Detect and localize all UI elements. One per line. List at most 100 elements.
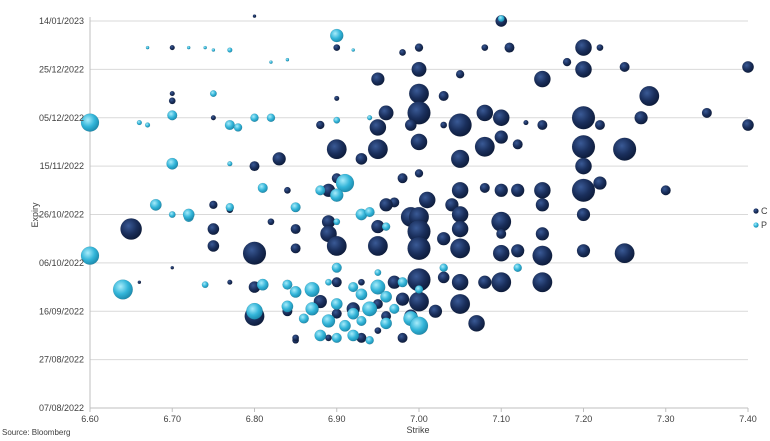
bubble-P — [439, 263, 449, 273]
bubble-C — [367, 235, 388, 257]
bubble-C — [283, 186, 291, 194]
x-tick-label: 6.60 — [81, 414, 99, 424]
bubble-C — [326, 139, 347, 160]
bubble-C — [450, 238, 471, 259]
bubble-C — [533, 70, 551, 88]
bubble-P — [324, 278, 333, 286]
bubble-P — [397, 277, 408, 288]
bubble-P — [269, 60, 273, 65]
bubble-C — [492, 244, 510, 262]
bubble-P — [315, 185, 326, 196]
bubble-C — [404, 119, 417, 131]
x-tick-label: 6.90 — [328, 414, 346, 424]
bubble-P — [380, 317, 393, 330]
bubble-P — [366, 115, 373, 121]
y-tick-label: 26/10/2022 — [39, 210, 84, 220]
bubble-C — [249, 160, 260, 172]
y-tick-label: 07/08/2022 — [39, 403, 84, 413]
bubble-C — [334, 95, 340, 102]
bubble-C — [436, 231, 451, 246]
bubble-P — [338, 319, 351, 332]
bubble-C — [575, 39, 592, 57]
bubble-P — [203, 45, 208, 50]
bubble-C — [571, 178, 596, 203]
source-note: Source: Bloomberg — [2, 428, 71, 437]
legend-label-P: P — [761, 220, 767, 230]
bubble-C — [474, 136, 495, 157]
y-tick-label: 15/11/2022 — [40, 161, 84, 171]
x-tick-label: 7.30 — [657, 414, 675, 424]
legend: CP — [753, 206, 768, 230]
x-tick-label: 6.70 — [163, 414, 181, 424]
axes — [89, 17, 749, 412]
y-axis-title: Expiry — [30, 202, 40, 228]
bubble-P — [347, 329, 360, 342]
legend-label-C: C — [761, 206, 768, 216]
bubble-C — [614, 243, 635, 264]
bubble-P — [281, 300, 294, 313]
bubble-P — [266, 113, 276, 123]
bubble-P — [329, 28, 344, 43]
bubble-C — [169, 44, 175, 51]
bubble-C — [451, 181, 469, 199]
bubble-P — [330, 298, 343, 310]
bubble-C — [494, 130, 509, 144]
bubble-C — [532, 245, 553, 266]
legend-marker-C — [753, 208, 759, 214]
bubble-P — [321, 314, 336, 328]
x-tick-label: 7.40 — [739, 414, 757, 424]
bubble-C — [315, 120, 325, 130]
bubble-C — [371, 72, 385, 86]
bubble-P — [257, 182, 268, 194]
bubble-P — [362, 301, 378, 317]
bubble-C — [357, 278, 365, 286]
bubble-C — [571, 106, 596, 130]
legend-marker-P — [753, 222, 759, 228]
bubble-P — [370, 279, 386, 295]
y-tick-label: 27/08/2022 — [39, 355, 84, 365]
bubble-P — [347, 307, 360, 320]
y-tick-label: 16/09/2022 — [39, 306, 84, 316]
bubble-C — [438, 90, 449, 102]
bubble-C — [491, 211, 512, 232]
bubble-C — [207, 239, 220, 252]
bubble-P — [381, 222, 391, 231]
bubble-C — [292, 334, 300, 342]
bubble-P — [250, 113, 259, 123]
bubble-C — [742, 119, 754, 131]
bubble-C — [576, 243, 591, 258]
bubble-C — [451, 220, 469, 238]
x-tick-label: 6.80 — [246, 414, 264, 424]
bubble-C — [170, 265, 175, 270]
y-tick-label: 14/01/2023 — [39, 16, 84, 26]
bubble-C — [510, 183, 525, 198]
bubble-P — [331, 262, 342, 273]
bubble-C — [491, 272, 512, 293]
bubble-P — [513, 263, 523, 273]
bubble-P — [136, 119, 143, 126]
bubble-C — [272, 152, 286, 166]
bubble-C — [450, 293, 471, 315]
bubble-C — [379, 198, 393, 212]
bubble-C — [209, 200, 218, 210]
bubble-C — [440, 121, 448, 129]
bubble-C — [496, 228, 507, 240]
bubble-P — [225, 202, 235, 212]
bubble-C — [533, 181, 551, 199]
bubble-C — [407, 101, 431, 125]
bubble-P — [414, 285, 424, 294]
bubble-C — [428, 304, 443, 319]
tick-labels: 14/01/2023 25/12/2022 05/12/2022 15/11/2022… — [39, 16, 757, 424]
bubble-P — [145, 45, 150, 50]
bubble-C — [576, 207, 591, 222]
bubble-P — [290, 202, 301, 213]
bubble-P — [256, 278, 269, 291]
bubble-C — [414, 43, 424, 52]
bubble-C — [660, 185, 671, 196]
bubble-C — [477, 275, 492, 290]
bubble-P — [314, 329, 327, 342]
bubble-C — [410, 133, 428, 151]
bubble-C — [451, 206, 469, 223]
bubble-P — [374, 269, 382, 277]
series-P-bubbles — [80, 15, 523, 345]
